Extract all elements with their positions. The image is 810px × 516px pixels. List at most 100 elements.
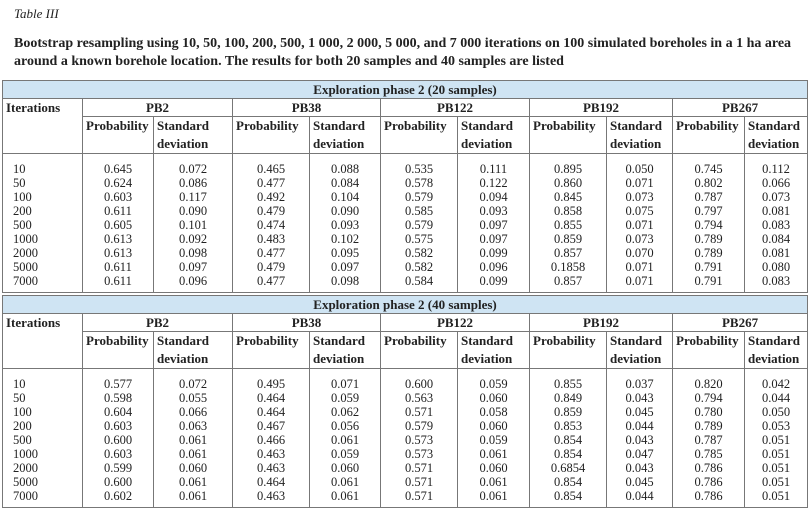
value-cell: 0.571: [380, 405, 458, 419]
value-cell: 0.464: [232, 391, 310, 405]
sub-header: Probability: [529, 116, 607, 154]
value-cell: 0.099: [457, 246, 530, 260]
iterations-cell: 2000: [2, 246, 83, 260]
sub-header: Probability: [380, 116, 458, 154]
value-cell: 0.084: [309, 176, 381, 190]
value-cell: 0.060: [153, 461, 233, 475]
value-cell: 0.785: [672, 447, 745, 461]
value-cell: 0.479: [232, 204, 310, 218]
value-cell: 0.043: [606, 433, 673, 447]
value-cell: 0.495: [232, 368, 310, 391]
value-cell: 0.053: [743, 419, 809, 433]
value-cell: 0.463: [232, 447, 310, 461]
value-cell: 0.611: [82, 274, 154, 293]
iterations-cell: 10: [2, 153, 83, 176]
sub-header: Probability: [232, 116, 310, 154]
sub-header: Standard deviation: [606, 331, 673, 369]
data-row: 200 0.611 0.090 0.479 0.090 0.585 0.093 0.858 0.…: [2, 204, 809, 218]
value-cell: 0.061: [457, 447, 530, 461]
value-cell: 0.083: [743, 218, 809, 232]
value-cell: 0.102: [309, 232, 381, 246]
group-header: PB2: [82, 98, 233, 117]
value-cell: 0.061: [457, 475, 530, 489]
value-cell: 0.582: [380, 260, 458, 274]
value-cell: 0.820: [672, 368, 745, 391]
value-cell: 0.066: [743, 176, 809, 190]
sub-header: Standard deviation: [606, 116, 673, 154]
value-cell: 0.598: [82, 391, 154, 405]
value-cell: 0.855: [529, 218, 607, 232]
data-row: 500 0.605 0.101 0.474 0.093 0.579 0.097 0.855 0.…: [2, 218, 809, 232]
value-cell: 0.095: [309, 246, 381, 260]
value-cell: 0.061: [309, 475, 381, 489]
value-cell: 0.081: [743, 246, 809, 260]
value-cell: 0.611: [82, 260, 154, 274]
title-row: Exploration phase 2 (20 samples): [1, 80, 809, 99]
data-row: 2000 0.613 0.098 0.477 0.095 0.582 0.099 0.857 0…: [2, 246, 809, 260]
value-cell: 0.860: [529, 176, 607, 190]
value-cell: 0.797: [672, 204, 745, 218]
value-cell: 0.098: [309, 274, 381, 293]
sub-header: Probability: [82, 331, 154, 369]
value-cell: 0.061: [457, 489, 530, 508]
value-cell: 0.060: [309, 461, 381, 475]
value-cell: 0.060: [457, 391, 530, 405]
iterations-cell: 500: [2, 433, 83, 447]
value-cell: 0.789: [672, 419, 745, 433]
sub-header: Probability: [672, 331, 745, 369]
data-table: Exploration phase 2 (40 samples) Iteratio…: [1, 295, 809, 508]
data-row: 100 0.603 0.117 0.492 0.104 0.579 0.094 0.845 0.…: [2, 190, 809, 204]
group-header: PB2: [82, 313, 233, 332]
iterations-cell: 50: [2, 176, 83, 190]
value-cell: 0.097: [457, 218, 530, 232]
value-cell: 0.063: [153, 419, 233, 433]
value-cell: 0.603: [82, 419, 154, 433]
value-cell: 0.059: [457, 368, 530, 391]
value-cell: 0.6854: [529, 461, 607, 475]
value-cell: 0.794: [672, 391, 745, 405]
value-cell: 0.037: [606, 368, 673, 391]
data-row: 7000 0.602 0.061 0.463 0.061 0.571 0.061 0.854 0…: [2, 489, 809, 508]
value-cell: 0.463: [232, 461, 310, 475]
value-cell: 0.073: [743, 190, 809, 204]
sub-header: Standard deviation: [309, 116, 381, 154]
iterations-cell: 5000: [2, 260, 83, 274]
value-cell: 0.579: [380, 419, 458, 433]
value-cell: 0.050: [743, 405, 809, 419]
value-cell: 0.070: [606, 246, 673, 260]
group-row: Iterations PB2 PB38 PB122 PB192 PB267: [2, 98, 809, 154]
data-row: 10 0.577 0.072 0.495 0.071 0.600 0.059 0.855 0.0…: [2, 368, 809, 391]
value-cell: 0.579: [380, 190, 458, 204]
value-cell: 0.061: [153, 447, 233, 461]
value-cell: 0.084: [743, 232, 809, 246]
value-cell: 0.791: [672, 274, 745, 293]
value-cell: 0.073: [606, 232, 673, 246]
value-cell: 0.575: [380, 232, 458, 246]
value-cell: 0.071: [309, 368, 381, 391]
value-cell: 0.071: [606, 260, 673, 274]
value-cell: 0.066: [153, 405, 233, 419]
value-cell: 0.062: [309, 405, 381, 419]
iterations-cell: 5000: [2, 475, 83, 489]
iterations-cell: 10: [2, 368, 83, 391]
value-cell: 0.845: [529, 190, 607, 204]
value-cell: 0.056: [309, 419, 381, 433]
value-cell: 0.051: [743, 475, 809, 489]
value-cell: 0.604: [82, 405, 154, 419]
sub-row: Probability Standard deviation Probability…: [3, 331, 809, 369]
data-row: 50 0.598 0.055 0.464 0.059 0.563 0.060 0.849 0.0…: [2, 391, 809, 405]
value-cell: 0.044: [606, 489, 673, 508]
group-header: PB38: [232, 98, 381, 117]
value-cell: 0.051: [743, 447, 809, 461]
value-cell: 0.854: [529, 433, 607, 447]
value-cell: 0.098: [153, 246, 233, 260]
value-cell: 0.603: [82, 447, 154, 461]
value-cell: 0.477: [232, 246, 310, 260]
sub-header: Probability: [529, 331, 607, 369]
value-cell: 0.061: [153, 433, 233, 447]
value-cell: 0.464: [232, 475, 310, 489]
value-cell: 0.071: [606, 274, 673, 293]
data-row: 500 0.600 0.061 0.466 0.061 0.573 0.059 0.854 0.…: [2, 433, 809, 447]
data-row: 5000 0.600 0.061 0.464 0.061 0.571 0.061 0.854 0…: [2, 475, 809, 489]
